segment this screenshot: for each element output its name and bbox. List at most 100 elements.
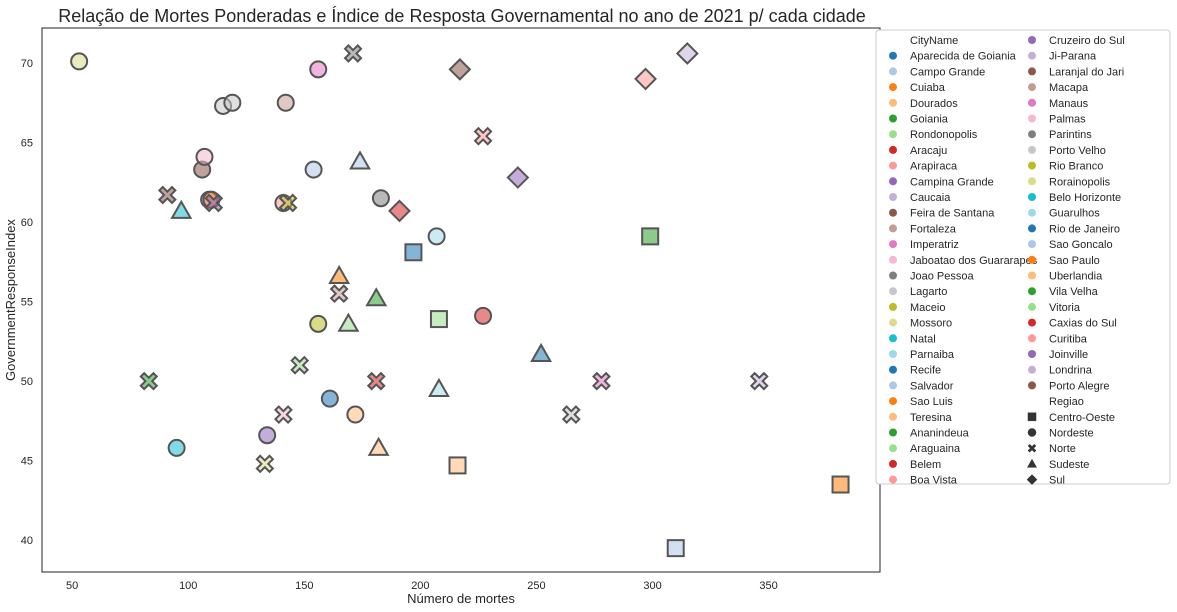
data-point	[388, 199, 411, 223]
data-point	[506, 166, 530, 189]
data-point	[70, 52, 89, 71]
legend-label: Maceio	[910, 302, 945, 314]
legend-swatch	[1028, 51, 1036, 60]
legend-label: Ananindeua	[910, 428, 970, 440]
data-point	[320, 389, 339, 408]
x-tick-label: 250	[527, 580, 545, 592]
data-point	[448, 57, 472, 81]
legend-swatch	[1028, 302, 1036, 311]
legend-label: Palmas	[1049, 114, 1086, 126]
data-point	[309, 60, 328, 79]
data-point	[675, 42, 699, 65]
legend-label: Joinville	[1049, 349, 1088, 361]
legend-swatch	[889, 365, 897, 374]
legend-title: Regiao	[1049, 396, 1084, 408]
legend-swatch	[1028, 98, 1036, 107]
legend-swatch	[1028, 287, 1036, 296]
legend-label: Vila Velha	[1049, 286, 1099, 298]
legend-label: Cuiaba	[910, 82, 946, 94]
legend-label: Rondonopolis	[910, 129, 978, 141]
legend-swatch	[1028, 350, 1036, 358]
y-tick-label: 65	[21, 138, 33, 150]
legend-label: Arapiraca	[910, 161, 958, 173]
legend-swatch	[889, 208, 897, 217]
legend-swatch	[1028, 36, 1036, 44]
legend-title: CityName	[910, 35, 958, 47]
legend-marker	[1026, 474, 1038, 485]
y-axis-ticks: 40 45 50 55 60 65 70	[21, 58, 33, 547]
legend-swatch	[1028, 208, 1036, 217]
legend-label: Campina Grande	[910, 176, 994, 188]
legend-swatch	[1028, 334, 1036, 343]
legend-label: Imperatriz	[910, 239, 959, 251]
x-tick-label: 50	[66, 580, 78, 592]
legend-label: Fortaleza	[910, 223, 957, 235]
legend-swatch	[889, 240, 897, 249]
legend-label: Aracaju	[910, 145, 947, 157]
legend-label: Rorainopolis	[1049, 176, 1111, 188]
x-tick-label: 150	[295, 580, 313, 592]
chart-title: Relação de Mortes Ponderadas e Índice de…	[58, 6, 866, 26]
y-tick-label: 60	[21, 217, 33, 229]
legend-label: Rio de Janeiro	[1049, 223, 1120, 235]
legend-label: Sudeste	[1049, 459, 1089, 471]
data-point	[429, 310, 448, 329]
data-point	[346, 405, 365, 424]
data-point	[366, 371, 386, 391]
data-point	[404, 243, 423, 262]
legend-swatch	[889, 475, 897, 484]
legend-label: Caucaia	[910, 192, 951, 204]
legend-frame	[875, 29, 1171, 485]
legend-label: Porto Velho	[1049, 145, 1106, 157]
legend-swatch	[889, 161, 897, 170]
data-point	[304, 160, 323, 179]
legend-label: Ji-Parana	[1049, 51, 1097, 63]
data-point	[367, 436, 390, 456]
legend-label: Campo Grande	[910, 66, 985, 78]
x-tick-label: 100	[179, 580, 197, 592]
legend-label: Joao Pessoa	[910, 271, 974, 283]
x-tick-label: 350	[759, 580, 777, 592]
legend-swatch	[1028, 114, 1036, 123]
legend-swatch	[889, 459, 897, 468]
legend-label: Sao Goncalo	[1049, 239, 1113, 251]
legend-label: Lagarto	[910, 286, 947, 298]
legend-label: Boa Vista	[910, 475, 958, 487]
data-point	[831, 475, 850, 494]
data-point	[592, 371, 611, 391]
x-axis-ticks: 50 100 150 200 250 300 350	[66, 580, 778, 592]
data-point	[666, 539, 685, 558]
legend-label: Goiania	[910, 114, 949, 126]
y-tick-label: 70	[21, 58, 33, 70]
legend-swatch	[889, 83, 897, 92]
legend-swatch	[1028, 224, 1036, 233]
legend-swatch	[889, 145, 897, 154]
y-tick-label: 55	[21, 297, 33, 309]
legend-label: Vitoria	[1049, 302, 1081, 314]
data-point	[428, 377, 450, 397]
legend-label: Cruzeiro do Sul	[1049, 35, 1125, 47]
legend-swatch	[1028, 365, 1036, 374]
y-tick-label: 45	[21, 456, 33, 468]
legend-marker	[1027, 443, 1037, 453]
y-axis-label: GovernmentResponseIndex	[3, 219, 18, 381]
data-point	[448, 456, 467, 475]
legend-swatch	[889, 397, 897, 406]
data-point	[255, 454, 275, 474]
legend-label: Centro-Oeste	[1049, 412, 1115, 424]
legend-swatch	[889, 412, 897, 421]
legend-swatch	[889, 193, 897, 201]
legend-swatch	[889, 255, 897, 264]
data-point	[371, 189, 390, 208]
legend-swatch	[1028, 255, 1036, 264]
legend: CityName Aparecida de Goiania Campo Grande…	[875, 29, 1171, 487]
legend-label: Porto Alegre	[1049, 380, 1110, 392]
legend-label: Sul	[1049, 475, 1065, 487]
data-point	[427, 227, 446, 246]
legend-label: Belem	[910, 459, 941, 471]
data-point	[641, 227, 660, 246]
legend-swatch	[889, 224, 897, 233]
plot-area	[41, 27, 881, 573]
legend-label: Londrina	[1049, 365, 1093, 377]
data-point	[329, 284, 349, 304]
